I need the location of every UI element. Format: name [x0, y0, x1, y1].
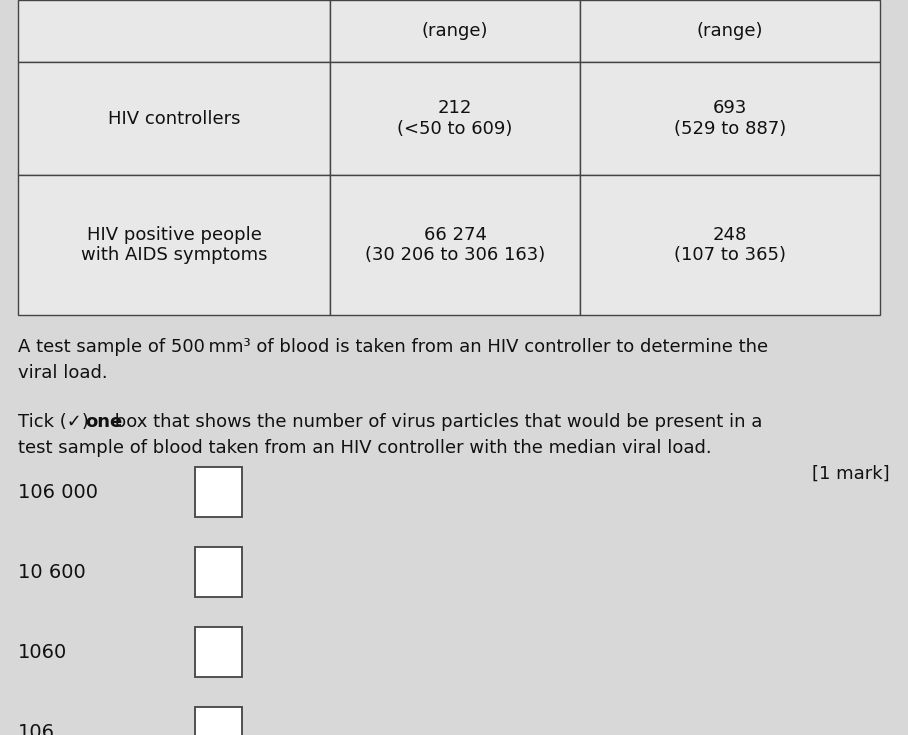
Bar	[330, 175, 580, 315]
Text: 248
(107 to 365): 248 (107 to 365)	[674, 226, 786, 265]
Text: box that shows the number of virus particles that would be present in a: box that shows the number of virus parti…	[109, 413, 763, 431]
Text: test sample of blood taken from an HIV controller with the median viral load.: test sample of blood taken from an HIV c…	[18, 439, 712, 457]
Text: 693
(529 to 887): 693 (529 to 887)	[674, 99, 786, 138]
Text: 106 000: 106 000	[18, 482, 98, 501]
Text: viral load.: viral load.	[18, 364, 108, 382]
Text: A test sample of 500 mm³ of blood is taken from an HIV controller to determine t: A test sample of 500 mm³ of blood is tak…	[18, 338, 768, 356]
Text: (range): (range)	[421, 22, 489, 40]
Bar	[18, 62, 330, 175]
Bar	[18, 0, 330, 62]
Text: 1060: 1060	[18, 642, 67, 662]
Text: [1 mark]: [1 mark]	[813, 465, 890, 483]
Text: Tick (✓): Tick (✓)	[18, 413, 94, 431]
Bar	[580, 175, 880, 315]
Bar	[18, 175, 330, 315]
Text: 212
(<50 to 609): 212 (<50 to 609)	[398, 99, 513, 138]
Text: (range): (range)	[696, 22, 764, 40]
Text: HIV positive people
with AIDS symptoms: HIV positive people with AIDS symptoms	[81, 226, 267, 265]
Bar	[330, 62, 580, 175]
Text: HIV controllers: HIV controllers	[108, 110, 241, 127]
Bar	[580, 0, 880, 62]
Bar	[195, 707, 242, 735]
Text: 10 600: 10 600	[18, 562, 85, 581]
Text: 66 274
(30 206 to 306 163): 66 274 (30 206 to 306 163)	[365, 226, 545, 265]
Text: 106: 106	[18, 723, 55, 735]
Text: one: one	[85, 413, 123, 431]
Bar	[195, 547, 242, 597]
Bar	[580, 62, 880, 175]
Bar	[195, 467, 242, 517]
Bar	[195, 627, 242, 677]
Bar	[330, 0, 580, 62]
